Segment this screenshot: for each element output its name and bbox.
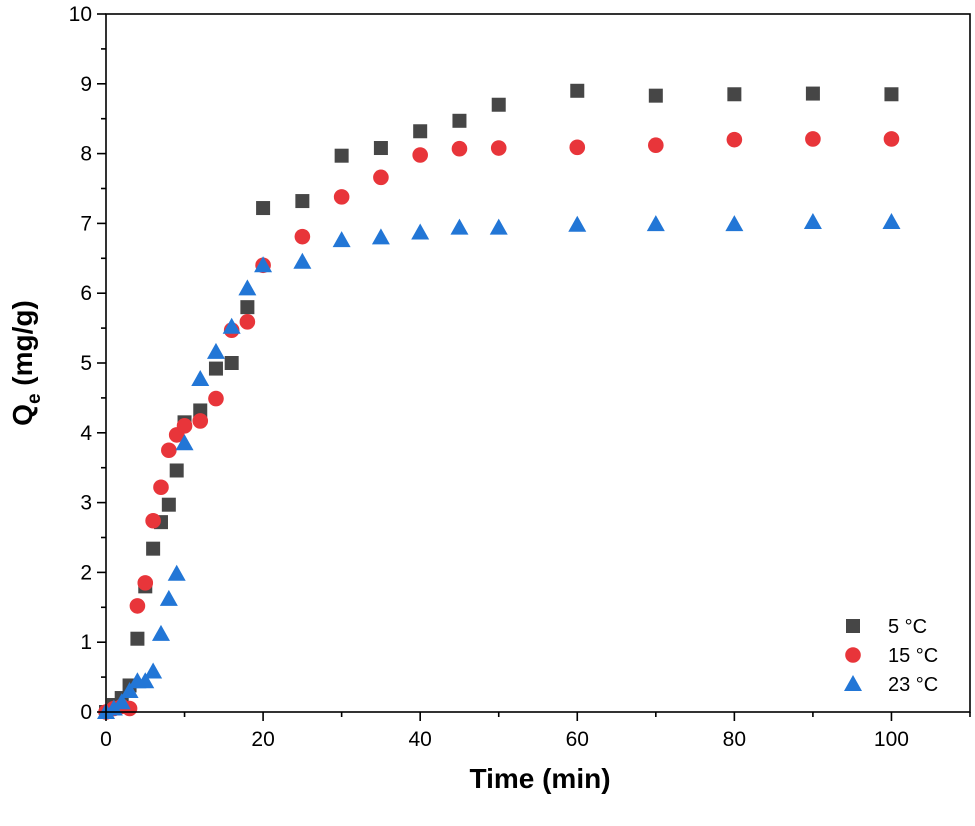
data-point: [294, 228, 311, 245]
y-tick-label: 4: [80, 422, 92, 445]
data-marks: [97, 83, 901, 720]
data-point: [413, 124, 428, 139]
data-point: [176, 418, 193, 434]
data-point: [334, 148, 349, 163]
data-point: [490, 140, 507, 156]
legend-label: 5 °C: [888, 616, 927, 638]
legend-marker: [845, 647, 861, 663]
y-tick-label: 0: [80, 701, 92, 724]
data-point: [145, 512, 161, 529]
data-point: [373, 169, 389, 186]
data-point: [332, 231, 351, 248]
data-point: [192, 413, 209, 429]
y-tick-label: 9: [80, 73, 92, 96]
data-point: [373, 141, 388, 156]
data-point: [224, 356, 239, 370]
data-point: [569, 139, 586, 156]
y-tick-label: 2: [80, 561, 92, 584]
data-point: [803, 213, 822, 230]
data-point: [491, 97, 506, 112]
data-point: [882, 213, 901, 230]
data-point: [151, 624, 170, 641]
data-point: [371, 228, 390, 245]
data-point: [144, 662, 163, 679]
y-tick-label: 1: [80, 631, 92, 654]
data-point: [295, 194, 310, 209]
data-point: [254, 256, 273, 273]
data-point: [153, 479, 169, 496]
x-tick-label: 40: [409, 728, 432, 751]
data-point: [136, 672, 155, 689]
data-point: [412, 147, 428, 163]
data-point: [239, 314, 256, 330]
y-tick-label: 5: [80, 352, 92, 375]
data-point: [169, 463, 184, 478]
x-tick-label: 60: [566, 728, 589, 751]
axes: 0 20 40 60 80 100 0 1 2 3 4 5 6 7 8 9 10: [69, 3, 971, 751]
data-point: [175, 434, 194, 451]
y-tick-label: 7: [80, 212, 92, 235]
data-point: [191, 370, 210, 387]
data-point: [805, 86, 820, 101]
data-point: [727, 87, 742, 102]
legend: 5 °C 15 °C 23 °C: [844, 616, 938, 696]
data-point: [489, 218, 508, 235]
x-tick-label: 0: [100, 728, 112, 751]
y-axis-title-subscript: e: [24, 393, 45, 404]
data-point: [238, 279, 257, 296]
data-point: [208, 390, 224, 407]
legend-label: 23 °C: [888, 674, 938, 696]
data-point: [725, 215, 744, 232]
data-point: [146, 541, 161, 556]
data-point: [883, 131, 900, 147]
data-point: [120, 682, 139, 699]
data-point: [167, 564, 186, 581]
data-point: [451, 140, 468, 157]
x-tick-label: 20: [251, 728, 274, 751]
data-point: [206, 342, 225, 359]
data-point: [411, 223, 430, 240]
data-point: [805, 131, 821, 147]
data-point: [112, 693, 131, 710]
data-point: [648, 88, 663, 103]
data-point: [161, 442, 177, 459]
legend-label: 15 °C: [888, 645, 938, 667]
x-tick-label: 100: [874, 728, 909, 751]
data-point: [222, 317, 241, 334]
x-tick-label: 80: [723, 728, 746, 751]
data-point: [648, 137, 664, 154]
series-triangle: [97, 213, 901, 719]
x-axis-title: Time (min): [469, 763, 610, 794]
data-point: [570, 83, 585, 98]
data-point: [240, 300, 255, 315]
y-tick-label: 8: [80, 143, 92, 166]
y-tick-label: 6: [80, 282, 92, 305]
data-point: [129, 598, 146, 614]
data-point: [161, 497, 176, 512]
data-point: [159, 589, 178, 606]
y-axis-title: Qe (mg/g): [7, 300, 45, 426]
data-point: [450, 218, 469, 235]
data-point: [256, 201, 271, 216]
data-point: [568, 215, 587, 232]
legend-marker: [846, 619, 860, 633]
y-tick-label: 3: [80, 492, 92, 515]
data-point: [646, 215, 665, 232]
data-point: [208, 361, 223, 376]
data-point: [452, 113, 467, 128]
y-axis-title-unit: (mg/g): [7, 300, 38, 393]
y-tick-label: 10: [69, 3, 92, 26]
legend-marker: [844, 675, 862, 691]
data-point: [137, 575, 154, 591]
data-point: [884, 87, 899, 102]
data-point: [130, 631, 145, 646]
data-point: [333, 189, 350, 205]
data-point: [726, 131, 743, 148]
data-point: [293, 252, 312, 269]
y-axis-title-symbol: Q: [7, 404, 38, 426]
